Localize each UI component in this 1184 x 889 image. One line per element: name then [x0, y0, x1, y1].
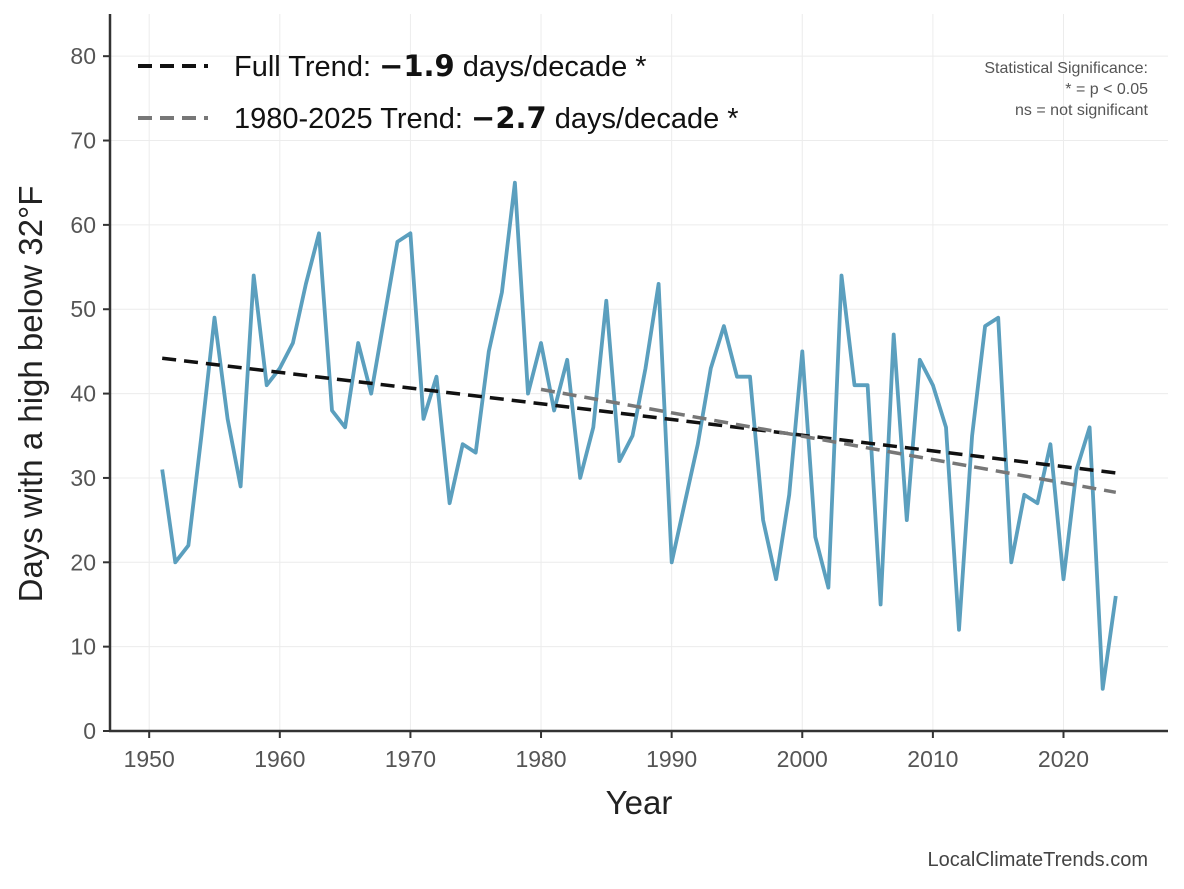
legend-swatch-1980-trend [138, 116, 208, 120]
legend-item-1980-trend: 1980-2025 Trend: −2.7 days/decade * [138, 92, 739, 144]
y-tick-label: 0 [83, 718, 96, 744]
y-tick-label: 30 [70, 465, 96, 491]
x-tick-label: 2010 [907, 746, 958, 772]
legend-swatch-full-trend [138, 64, 208, 68]
legend: Full Trend: −1.9 days/decade * 1980-2025… [138, 40, 739, 144]
full-trend-line [161, 356, 1117, 475]
x-tick-label: 2000 [777, 746, 828, 772]
series-layer [160, 180, 1118, 691]
source-watermark: LocalClimateTrends.com [927, 849, 1148, 871]
significance-ns: ns = not significant [1015, 102, 1148, 119]
y-tick-label: 60 [70, 212, 96, 238]
x-tick-label: 1960 [254, 746, 305, 772]
recent-trend-line [540, 387, 1117, 495]
y-tick-label: 70 [70, 128, 96, 154]
x-tick-label: 2020 [1038, 746, 1089, 772]
y-tick-label: 40 [70, 381, 96, 407]
significance-title: Statistical Significance: [984, 60, 1148, 77]
y-tick-label: 50 [70, 296, 96, 322]
data-line [160, 180, 1118, 691]
y-tick-label: 80 [70, 43, 96, 69]
y-axis-label: Days with a high below 32°F [12, 186, 49, 603]
significance-p-value: * = p < 0.05 [1065, 81, 1148, 98]
x-tick-label: 1950 [124, 746, 175, 772]
legend-label-1980-trend: 1980-2025 Trend: −2.7 days/decade * [234, 100, 739, 135]
x-tick-label: 1980 [515, 746, 566, 772]
axes: 0 10 20 30 40 50 60 70 80 1950 1960 1970 1980 1990 200… [70, 14, 1168, 772]
legend-label-full-trend: Full Trend: −1.9 days/decade * [234, 48, 647, 83]
significance-note: Statistical Significance: * = p < 0.05 n… [984, 58, 1148, 121]
legend-item-full-trend: Full Trend: −1.9 days/decade * [138, 40, 739, 92]
x-tick-label: 1990 [646, 746, 697, 772]
x-axis-label: Year [606, 784, 673, 821]
y-tick-label: 10 [70, 634, 96, 660]
x-tick-label: 1970 [385, 746, 436, 772]
y-tick-label: 20 [70, 549, 96, 575]
